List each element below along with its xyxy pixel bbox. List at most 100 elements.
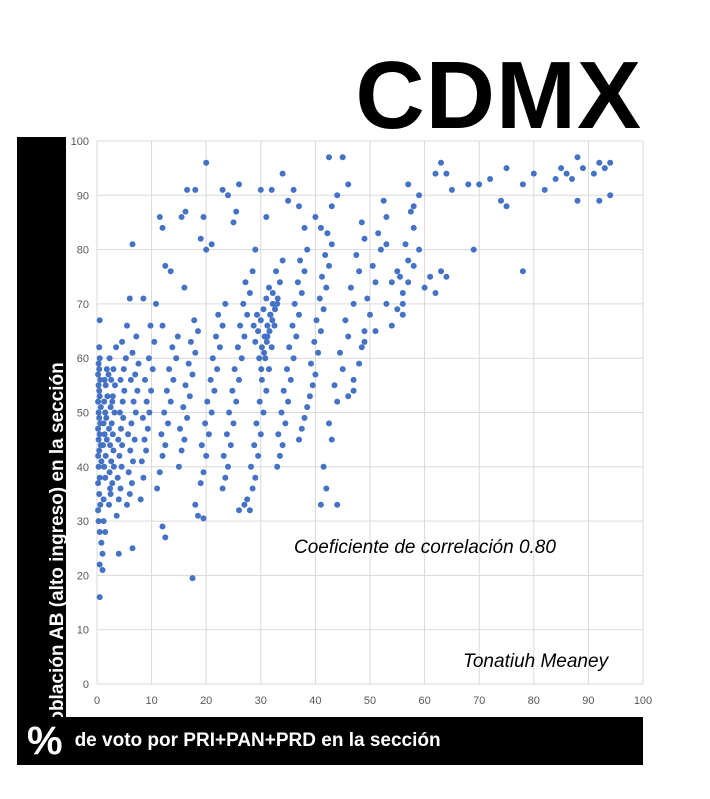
x-tick-label: 30 — [255, 695, 267, 707]
data-point — [304, 246, 311, 253]
data-point — [225, 192, 231, 199]
data-point — [238, 355, 245, 362]
data-point — [197, 235, 204, 242]
data-point — [101, 463, 108, 470]
data-point — [432, 170, 439, 177]
data-point — [260, 306, 267, 313]
data-point — [143, 398, 150, 405]
data-point — [141, 436, 148, 443]
data-point — [377, 246, 384, 253]
data-point — [124, 501, 130, 508]
data-point — [187, 338, 194, 345]
data-point — [125, 431, 132, 438]
data-point — [361, 235, 368, 242]
data-point — [103, 366, 110, 373]
data-point — [358, 344, 365, 351]
data-point — [301, 268, 308, 275]
data-point — [345, 393, 352, 400]
data-point — [241, 501, 248, 508]
data-point — [118, 463, 125, 470]
data-point — [95, 507, 102, 514]
data-point — [380, 197, 387, 204]
data-point — [257, 186, 264, 193]
data-point — [285, 197, 292, 204]
data-point — [95, 371, 102, 378]
y-tick-label: 50 — [77, 408, 89, 420]
data-point — [443, 273, 450, 280]
y-tick-label: 40 — [77, 462, 89, 474]
data-point — [166, 366, 173, 373]
data-point — [269, 300, 276, 307]
data-point — [110, 463, 117, 470]
data-point — [116, 452, 123, 459]
data-points — [95, 154, 614, 601]
data-point — [317, 328, 324, 335]
data-point — [147, 322, 154, 329]
data-point — [102, 382, 109, 389]
data-point — [180, 404, 187, 411]
data-point — [291, 300, 298, 307]
data-point — [203, 452, 210, 459]
data-point — [213, 333, 219, 340]
data-point — [125, 469, 132, 476]
scatter-plot: 0 10 20 30 40 50 60 70 80 90 100 0 10 20 30 40 50 60 70 80… — [71, 137, 653, 707]
data-point — [334, 192, 341, 199]
data-point — [231, 366, 238, 373]
data-point — [607, 159, 614, 166]
y-tick-label: 20 — [77, 570, 89, 582]
data-point — [311, 338, 318, 345]
data-point — [117, 485, 124, 492]
data-point — [110, 366, 117, 373]
data-point — [165, 420, 171, 427]
data-point — [255, 452, 262, 459]
data-point — [574, 154, 581, 161]
data-point — [105, 371, 112, 378]
data-point — [96, 317, 103, 324]
x-tick-label: 50 — [364, 695, 376, 707]
data-point — [285, 398, 292, 405]
data-point — [106, 425, 112, 432]
x-axis-label: de voto por PRI+PAN+PRD en la sección — [74, 730, 441, 751]
data-point — [262, 355, 269, 362]
data-point — [132, 371, 139, 378]
data-point — [427, 273, 434, 280]
data-point — [353, 252, 360, 258]
data-point — [159, 322, 166, 329]
data-point — [476, 181, 483, 188]
data-point — [240, 300, 247, 307]
data-point — [230, 219, 237, 226]
data-point — [95, 360, 102, 367]
data-point — [256, 355, 263, 362]
chart-title: CDMX — [355, 42, 642, 149]
y-tick-label: 100 — [71, 137, 89, 148]
data-point — [162, 442, 169, 449]
data-point — [257, 317, 264, 324]
data-point — [182, 208, 189, 215]
data-point — [282, 420, 289, 427]
data-point — [100, 442, 106, 449]
data-point — [211, 387, 218, 394]
data-point — [290, 186, 297, 193]
author-credit: Tonatiuh Meaney — [463, 651, 610, 672]
data-point — [219, 186, 226, 193]
data-point — [142, 376, 148, 383]
data-point — [131, 436, 138, 443]
data-point — [503, 203, 510, 210]
data-point — [361, 328, 368, 335]
data-point — [260, 409, 267, 416]
data-point — [394, 268, 401, 275]
data-point — [106, 355, 113, 362]
data-point — [272, 306, 278, 313]
data-point — [96, 561, 103, 568]
data-point — [402, 241, 409, 248]
data-point — [250, 322, 257, 329]
data-point — [268, 186, 275, 193]
data-point — [541, 186, 548, 193]
data-point — [356, 360, 363, 367]
data-point — [169, 344, 176, 351]
data-point — [192, 501, 199, 508]
data-point — [558, 165, 565, 172]
data-point — [296, 311, 302, 318]
data-point — [280, 387, 287, 394]
data-point — [266, 366, 272, 373]
